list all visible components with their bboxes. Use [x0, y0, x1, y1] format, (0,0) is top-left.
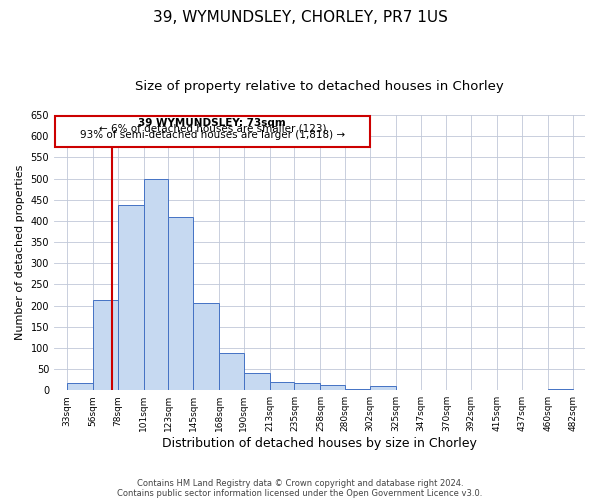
Bar — [295, 383, 320, 390]
FancyBboxPatch shape — [55, 116, 370, 147]
Bar — [67, 382, 93, 390]
Bar — [269, 382, 295, 390]
Bar — [143, 178, 169, 390]
Text: 93% of semi-detached houses are larger (1,818) →: 93% of semi-detached houses are larger (… — [80, 130, 345, 140]
Bar — [219, 354, 244, 390]
Bar — [548, 389, 572, 390]
Title: Size of property relative to detached houses in Chorley: Size of property relative to detached ho… — [135, 80, 504, 93]
X-axis label: Distribution of detached houses by size in Chorley: Distribution of detached houses by size … — [162, 437, 477, 450]
Text: 39, WYMUNDSLEY, CHORLEY, PR7 1US: 39, WYMUNDSLEY, CHORLEY, PR7 1US — [152, 10, 448, 25]
Y-axis label: Number of detached properties: Number of detached properties — [15, 165, 25, 340]
Bar — [345, 388, 370, 390]
Bar — [169, 218, 193, 390]
Text: Contains HM Land Registry data © Crown copyright and database right 2024.: Contains HM Land Registry data © Crown c… — [137, 478, 463, 488]
Text: Contains public sector information licensed under the Open Government Licence v3: Contains public sector information licen… — [118, 488, 482, 498]
Bar — [118, 205, 143, 390]
Text: 39 WYMUNDSLEY: 73sqm: 39 WYMUNDSLEY: 73sqm — [139, 118, 286, 128]
Bar — [244, 374, 269, 390]
Bar — [193, 302, 219, 390]
Bar — [320, 385, 345, 390]
Bar — [93, 300, 118, 390]
Text: ← 6% of detached houses are smaller (123): ← 6% of detached houses are smaller (123… — [98, 124, 326, 134]
Bar — [370, 386, 396, 390]
